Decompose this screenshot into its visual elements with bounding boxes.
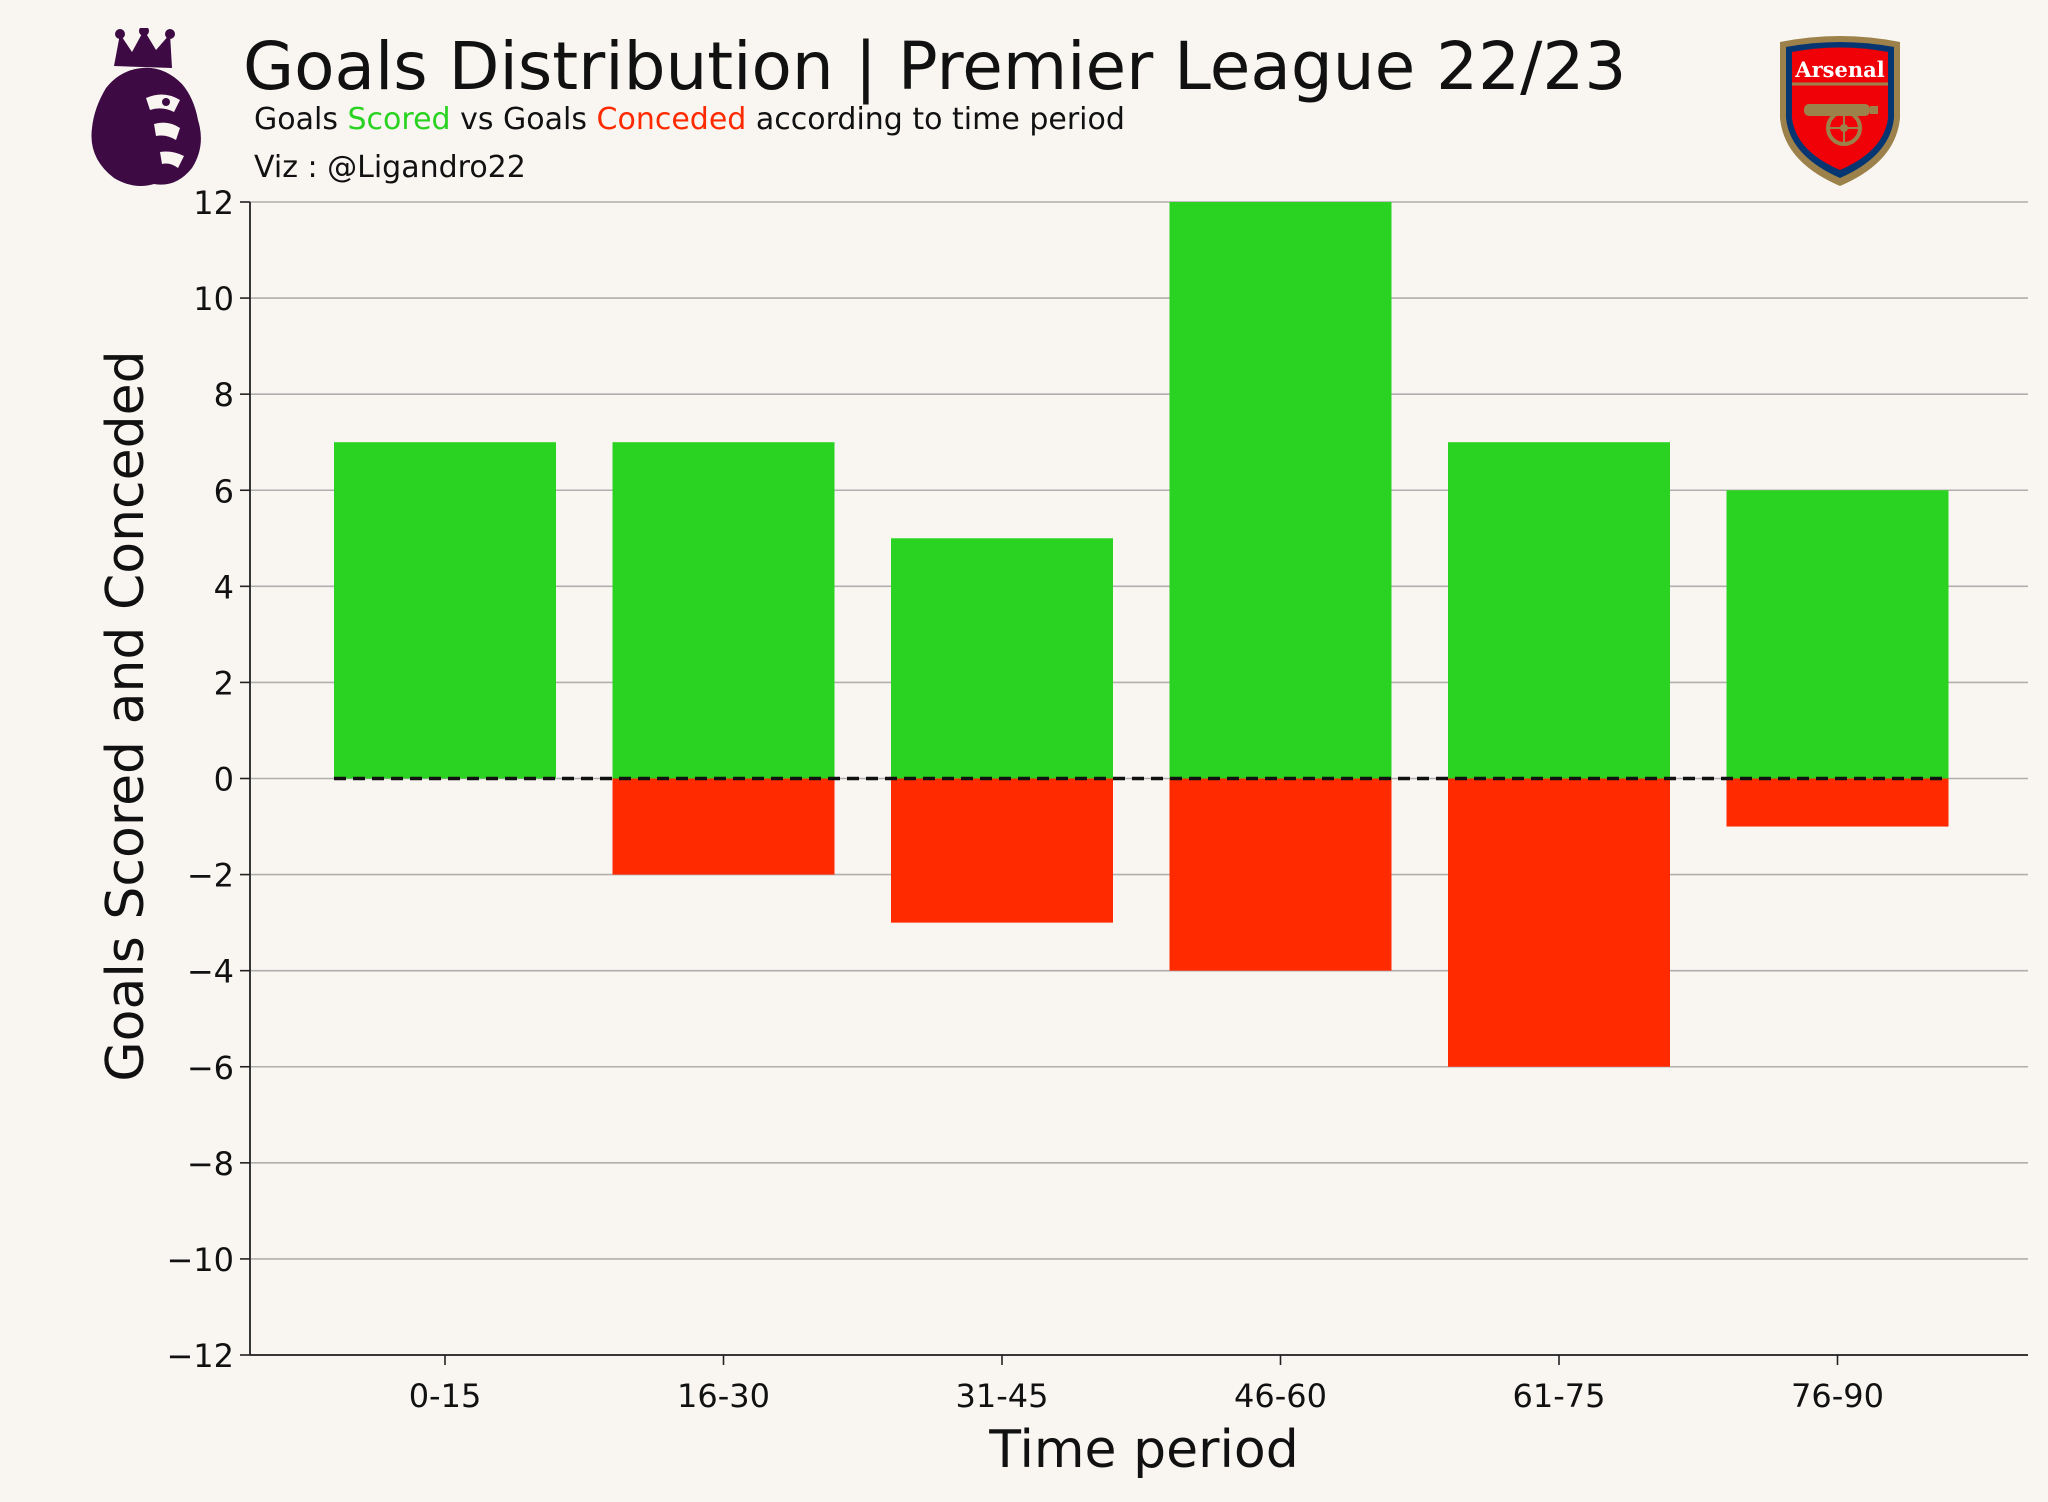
x-tick-label: 0-15: [409, 1377, 482, 1415]
tick-labels: 12 10 8 6 4 2 0 −2 −4 −6 −8 −10 −12 0-15 16-30 31-45 46-…: [166, 184, 1884, 1415]
chart-subtitle: Goals Scored vs Goals Conceded according…: [254, 102, 1125, 137]
bar-conceded: [1726, 778, 1949, 827]
x-axis-label: Time period: [989, 1420, 1299, 1480]
x-tick-label: 61-75: [1513, 1377, 1606, 1415]
y-tick-label: −10: [166, 1241, 234, 1279]
y-tick-label: 6: [214, 472, 234, 510]
premier-league-lion-icon: [84, 26, 212, 194]
subtitle-conceded: Conceded: [596, 102, 747, 137]
chart-credit: Viz : @Ligandro22: [254, 150, 526, 185]
y-tick-label: −8: [187, 1145, 234, 1183]
x-tick-label: 76-90: [1791, 1377, 1884, 1415]
subtitle-suffix: according to time period: [746, 102, 1125, 137]
subtitle-mid: vs Goals: [450, 102, 597, 137]
arsenal-crest-icon: Arsenal: [1772, 32, 1908, 192]
x-tick-label: 31-45: [956, 1377, 1049, 1415]
y-tick-label: 10: [193, 280, 234, 318]
y-tick-label: 2: [214, 664, 234, 702]
bar-conceded: [1169, 778, 1392, 971]
y-tick-label: −2: [187, 857, 234, 895]
x-tick-label: 16-30: [677, 1377, 770, 1415]
bar-conceded: [891, 778, 1113, 923]
bar-scored: [612, 442, 835, 779]
bar-scored: [1448, 442, 1670, 779]
bar-scored: [334, 442, 556, 779]
y-tick-label: 8: [214, 376, 234, 414]
y-tick-label: 0: [214, 761, 234, 799]
bar-scored: [1169, 202, 1392, 779]
x-tick-label: 46-60: [1234, 1377, 1327, 1415]
chart-title: Goals Distribution | Premier League 22/2…: [243, 28, 1627, 105]
bar-conceded: [1448, 778, 1670, 1067]
bars: [334, 202, 1949, 1067]
subtitle-prefix: Goals: [254, 102, 348, 137]
bar-scored: [891, 538, 1113, 779]
y-tick-label: 12: [193, 184, 234, 222]
y-tick-label: 4: [214, 568, 234, 606]
y-axis-label: Goals Scored and Conceded: [96, 350, 156, 1082]
y-tick-label: −6: [187, 1049, 234, 1087]
bar-conceded: [612, 778, 835, 875]
bar-scored: [1726, 490, 1949, 779]
arsenal-crest-text: Arsenal: [1794, 57, 1884, 82]
axes: [240, 201, 2028, 1365]
y-tick-label: −4: [187, 953, 234, 991]
y-tick-label: −12: [166, 1337, 234, 1375]
subtitle-scored: Scored: [347, 102, 451, 137]
